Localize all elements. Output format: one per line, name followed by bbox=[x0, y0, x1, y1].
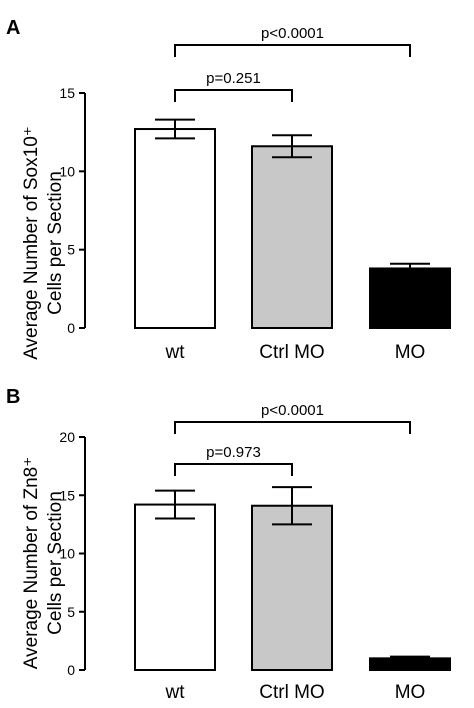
y-tick-label-b: 15 bbox=[59, 487, 75, 503]
p-value-label-b-0: p=0.973 bbox=[206, 444, 261, 461]
p-value-label-b-1: p<0.0001 bbox=[261, 402, 324, 419]
comparison-bracket-b-1 bbox=[174, 421, 411, 434]
comparison-bracket-b-0 bbox=[174, 463, 293, 476]
p-value-label-a-1: p<0.0001 bbox=[261, 25, 324, 42]
panel-a: A Average Number of Sox10⁺ Cells per Sec… bbox=[6, 17, 451, 363]
y-axis-label-a-line2: Cells per Section bbox=[45, 171, 66, 315]
bar-a-2 bbox=[369, 267, 451, 330]
bar-a-1 bbox=[251, 145, 333, 329]
panel-letter-b: B bbox=[6, 386, 20, 408]
x-category-label-b-2: MO bbox=[395, 682, 426, 703]
y-tick-label-a: 10 bbox=[59, 163, 75, 179]
comparison-bracket-a-0 bbox=[174, 89, 293, 102]
p-value-label-a-0: p=0.251 bbox=[206, 70, 261, 87]
y-axis-label-b-line1: Average Number of Zn8⁺ bbox=[21, 457, 42, 669]
x-category-label-b-1: Ctrl MO bbox=[259, 682, 324, 703]
y-tick-label-b: 5 bbox=[67, 604, 75, 620]
y-tick-label-a: 0 bbox=[67, 320, 75, 336]
x-category-label-a-0: wt bbox=[165, 342, 186, 363]
x-category-label-a-2: MO bbox=[395, 342, 426, 363]
x-category-label-b-0: wt bbox=[165, 682, 186, 703]
y-axis-label-b-line2: Cells per Section bbox=[45, 491, 66, 635]
panel-letter-a: A bbox=[6, 17, 20, 39]
bar-b-0 bbox=[134, 503, 216, 671]
x-category-label-a-1: Ctrl MO bbox=[259, 342, 324, 363]
bar-b-1 bbox=[251, 504, 333, 671]
comparison-bracket-a-1 bbox=[174, 44, 411, 57]
y-axis-label-a-line1: Average Number of Sox10⁺ bbox=[21, 126, 42, 360]
bar-a-0 bbox=[134, 128, 216, 329]
y-tick-label-a: 5 bbox=[67, 242, 75, 258]
y-tick-label-a: 15 bbox=[59, 85, 75, 101]
y-tick-label-b: 20 bbox=[59, 429, 75, 445]
panel-b: B Average Number of Zn8⁺ Cells per Secti… bbox=[6, 386, 451, 703]
y-tick-label-b: 0 bbox=[67, 662, 75, 678]
y-tick-label-b: 10 bbox=[59, 546, 75, 562]
